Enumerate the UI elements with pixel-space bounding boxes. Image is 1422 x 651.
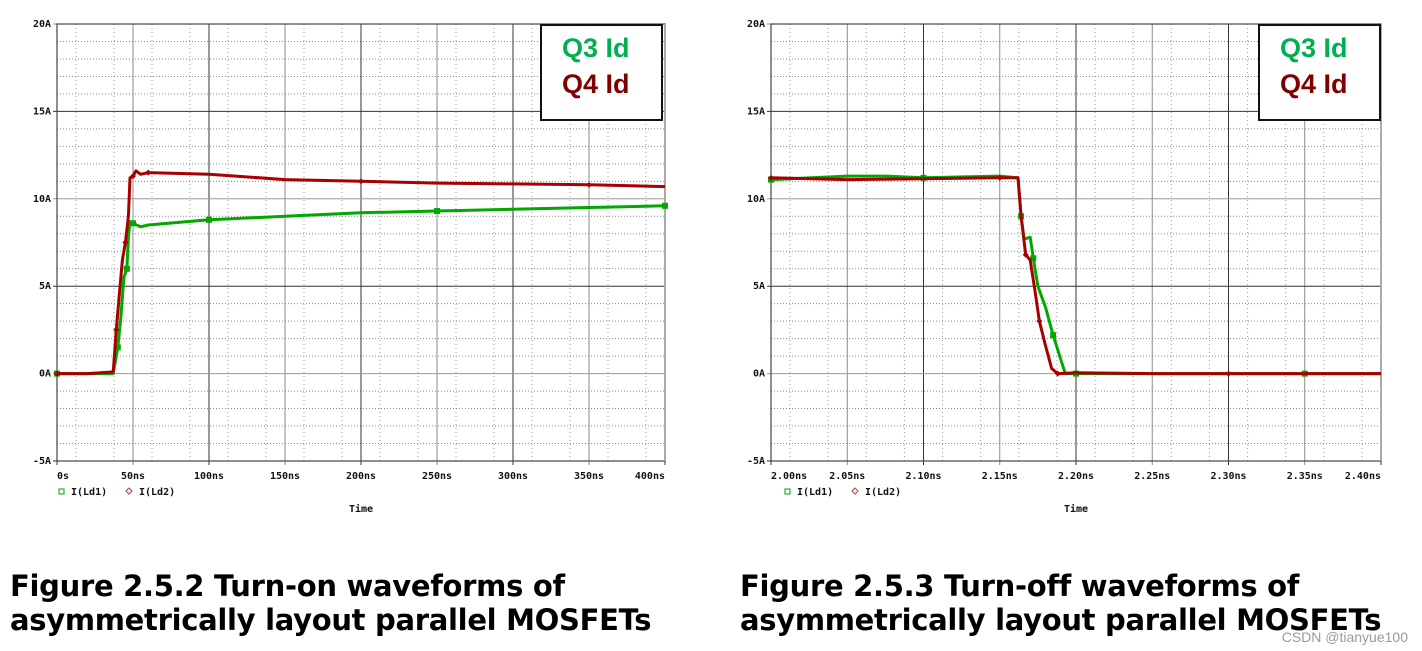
q3-id-label: Q3 Id	[1280, 33, 1348, 63]
q4-id-trace	[770, 176, 1381, 376]
marker-square-icon	[434, 208, 440, 215]
marker-diamond-icon	[122, 239, 129, 246]
marker-diamond-icon	[130, 173, 136, 180]
figure-caption-turn-off: Figure 2.5.3 Turn-off waveforms of asymm…	[740, 569, 1382, 637]
marker-diamond-icon	[1054, 370, 1061, 377]
marker-diamond-icon	[586, 181, 592, 188]
x-tick-label: 2.30ns	[1210, 471, 1246, 482]
turn-on-waveform-chart: 0s 50ns 100ns 150ns 200ns 250ns 300ns 350ns 400n…	[33, 19, 668, 515]
q4-id-label: Q4 Id	[1280, 69, 1348, 99]
marker-square-icon	[206, 216, 212, 223]
y-tick-label: 5A	[753, 281, 765, 292]
marker-square-icon	[662, 202, 668, 209]
x-tick-label: 350ns	[574, 471, 604, 482]
marker-diamond-icon	[1022, 251, 1029, 258]
y-tick-label: 5A	[39, 281, 51, 292]
y-tick-label: 20A	[747, 19, 765, 30]
marker-square-icon	[1050, 332, 1057, 339]
caption-line-1: Figure 2.5.2 Turn-on waveforms of	[10, 569, 565, 603]
x-tick-label: 300ns	[498, 471, 528, 482]
x-tick-label: 2.10ns	[905, 471, 941, 482]
marker-diamond-icon	[145, 169, 152, 176]
q4-id-trace	[57, 169, 666, 376]
y-tick-label: -5A	[747, 456, 765, 467]
x-tick-label: 200ns	[346, 471, 376, 482]
figure-caption-turn-on: Figure 2.5.2 Turn-on waveforms of asymme…	[10, 569, 652, 637]
x-tick-label: 2.05ns	[829, 471, 865, 482]
marker-square-icon	[1030, 255, 1037, 262]
marker-square-icon	[114, 344, 121, 351]
watermark: CSDN @tianyue100	[1281, 629, 1408, 645]
x-tick-label: 2.25ns	[1134, 471, 1170, 482]
x-tick-label: 2.35ns	[1287, 471, 1323, 482]
marker-diamond-icon	[54, 370, 60, 377]
y-tick-label: 10A	[747, 194, 765, 205]
caption-line-2: asymmetrically layout parallel MOSFETs	[10, 603, 652, 637]
x-tick-label: 2.00ns	[771, 471, 807, 482]
y-tick-label: 20A	[33, 19, 51, 30]
marker-diamond-icon	[768, 174, 774, 181]
x-tick-label: 2.20ns	[1058, 471, 1094, 482]
q4-id-label: Q4 Id	[562, 69, 630, 99]
marker-diamond-icon	[1225, 370, 1232, 377]
diamond-marker-icon	[851, 487, 859, 495]
caption-line-1: Figure 2.5.3 Turn-off waveforms of	[740, 569, 1300, 603]
x-tick-label: 2.15ns	[982, 471, 1018, 482]
series-annotation-box: Q3 Id Q4 Id	[1258, 24, 1381, 121]
x-tick-label: 2.40ns	[1345, 471, 1381, 482]
y-tick-label: 0A	[39, 369, 51, 380]
x-tick-label: 100ns	[194, 471, 224, 482]
marker-diamond-icon	[358, 178, 364, 185]
y-tick-label: 15A	[747, 106, 765, 117]
legend-ld1: I(Ld1)	[797, 487, 833, 498]
diamond-marker-icon	[125, 487, 133, 495]
marker-diamond-icon	[996, 174, 1003, 181]
x-axis-label: Time	[349, 503, 373, 515]
x-axis-label: Time	[1064, 503, 1088, 515]
square-marker-icon	[784, 488, 791, 495]
marker-square-icon	[130, 220, 136, 227]
marker-diamond-icon	[1036, 318, 1043, 325]
x-tick-label: 50ns	[121, 471, 145, 482]
legend-ld1: I(Ld1)	[71, 487, 107, 498]
figure-turn-off: 2.00ns 2.05ns 2.10ns 2.15ns 2.20ns 2.25ns 2.30…	[711, 0, 1422, 560]
marker-diamond-icon	[113, 326, 120, 333]
figure-turn-on: 0s 50ns 100ns 150ns 200ns 250ns 300ns 350ns 400n…	[0, 0, 711, 560]
x-tick-label: 400ns	[635, 471, 665, 482]
legend-ld2: I(Ld2)	[865, 487, 901, 498]
y-tick-label: -5A	[33, 456, 51, 467]
q3-id-label: Q3 Id	[562, 33, 630, 63]
x-tick-label: 250ns	[422, 471, 452, 482]
caption-line-2: asymmetrically layout parallel MOSFETs	[740, 603, 1382, 637]
y-tick-label: 0A	[753, 369, 765, 380]
square-marker-icon	[58, 488, 65, 495]
x-tick-label: 150ns	[270, 471, 300, 482]
legend-ld2: I(Ld2)	[139, 487, 175, 498]
x-tick-label: 0s	[57, 471, 69, 482]
y-tick-label: 15A	[33, 106, 51, 117]
y-tick-label: 10A	[33, 194, 51, 205]
marker-square-icon	[123, 265, 130, 272]
series-annotation-box: Q3 Id Q4 Id	[540, 24, 663, 121]
